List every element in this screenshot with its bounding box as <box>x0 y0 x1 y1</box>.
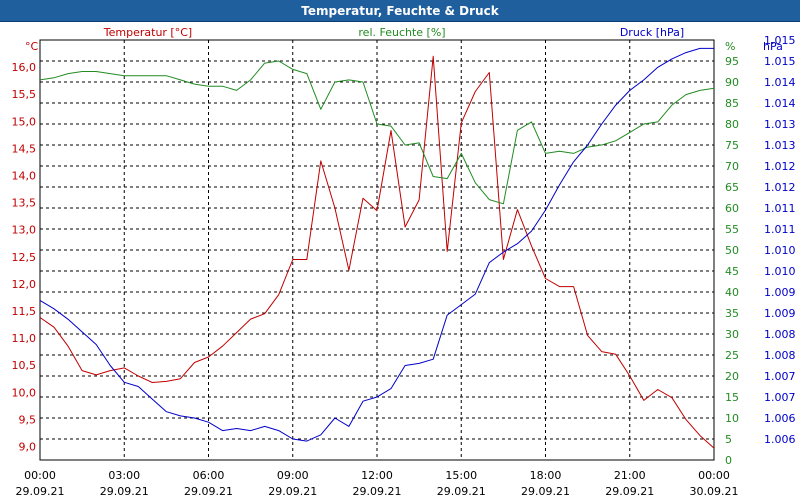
temperature-tick: 9,0 <box>19 440 37 453</box>
temperature-tick: 12,5 <box>12 251 37 264</box>
temperature-tick: 9,5 <box>19 413 37 426</box>
series-group <box>39 47 715 449</box>
pressure-tick: 1.015 <box>764 55 796 68</box>
x-tick-time: 03:00 <box>108 469 140 482</box>
x-tick-date: 29.09.21 <box>521 485 570 498</box>
temperature-unit: °C <box>25 40 39 53</box>
x-tick-time: 15:00 <box>445 469 477 482</box>
pressure-series-line <box>39 47 714 442</box>
x-tick-date: 29.09.21 <box>605 485 654 498</box>
x-tick-time: 09:00 <box>277 469 309 482</box>
pressure-tick: 1.012 <box>764 160 796 173</box>
humidity-tick: 55 <box>725 223 739 236</box>
pressure-tick: 1.009 <box>764 307 796 320</box>
pressure-tick: 1.011 <box>764 223 796 236</box>
pressure-tick: 1.007 <box>764 391 796 404</box>
temperature-tick: 15,0 <box>12 115 37 128</box>
x-tick-time: 00:00 <box>24 469 56 482</box>
temperature-tick: 10,0 <box>12 386 37 399</box>
temperature-tick: 14,0 <box>12 169 37 182</box>
humidity-tick: 80 <box>725 118 739 131</box>
x-tick-time: 18:00 <box>530 469 562 482</box>
x-tick-time: 21:00 <box>614 469 646 482</box>
tick-labels: 00:00 29.09.21 03:00 29.09.21 06:00 29.09.21 0… <box>12 34 796 498</box>
temperature-axis-label: Temperatur [°C] <box>103 26 192 39</box>
x-tick-date: 29.09.21 <box>100 485 149 498</box>
humidity-tick: 40 <box>725 286 739 299</box>
x-tick-date: 29.09.21 <box>16 485 65 498</box>
temperature-tick: 11,5 <box>12 305 37 318</box>
temperature-tick: 13,0 <box>12 224 37 237</box>
temperature-tick: 11,0 <box>12 332 37 345</box>
pressure-tick: 1.014 <box>764 76 796 89</box>
humidity-tick: 5 <box>725 433 732 446</box>
pressure-tick: 1.012 <box>764 181 796 194</box>
temperature-series-line <box>39 55 715 449</box>
humidity-tick: 30 <box>725 328 739 341</box>
humidity-tick: 20 <box>725 370 739 383</box>
x-tick-time: 00:00 <box>698 469 730 482</box>
x-tick-date: 29.09.21 <box>353 485 402 498</box>
humidity-tick: 50 <box>725 244 739 257</box>
window-title: Temperatur, Feuchte & Druck <box>301 4 499 18</box>
humidity-tick: 15 <box>725 391 739 404</box>
pressure-tick: 1.011 <box>764 202 796 215</box>
pressure-tick: 1.006 <box>764 433 796 446</box>
humidity-tick: 35 <box>725 307 739 320</box>
x-tick-date: 29.09.21 <box>437 485 486 498</box>
humidity-tick: 0 <box>725 454 732 467</box>
temperature-tick: 12,0 <box>12 278 37 291</box>
humidity-tick: 60 <box>725 202 739 215</box>
humidity-tick: 85 <box>725 97 739 110</box>
humidity-tick: 75 <box>725 139 739 152</box>
x-tick-time: 06:00 <box>193 469 225 482</box>
pressure-axis-label: Druck [hPa] <box>620 26 684 39</box>
pressure-tick: 1.013 <box>764 118 796 131</box>
x-tick-time: 12:00 <box>361 469 393 482</box>
temperature-tick: 15,5 <box>12 88 37 101</box>
pressure-tick: 1.015 <box>764 34 796 47</box>
humidity-tick: 65 <box>725 181 739 194</box>
pressure-tick: 1.013 <box>764 139 796 152</box>
humidity-tick: 90 <box>725 76 739 89</box>
pressure-tick: 1.009 <box>764 286 796 299</box>
pressure-tick: 1.010 <box>764 265 796 278</box>
humidity-tick: 25 <box>725 349 739 362</box>
humidity-tick: 70 <box>725 160 739 173</box>
pressure-tick: 1.008 <box>764 328 796 341</box>
window-titlebar[interactable]: Temperatur, Feuchte & Druck <box>0 0 800 22</box>
humidity-axis-label: rel. Feuchte [%] <box>358 26 445 39</box>
temperature-tick: 14,5 <box>12 142 37 155</box>
humidity-tick: 95 <box>725 55 739 68</box>
humidity-unit: % <box>725 40 735 53</box>
pressure-tick: 1.010 <box>764 244 796 257</box>
pressure-unit: hPa <box>763 40 783 53</box>
x-tick-date: 30.09.21 <box>690 485 739 498</box>
temperature-tick: 16,0 <box>12 61 37 74</box>
temperature-tick: 13,5 <box>12 197 37 210</box>
pressure-tick: 1.014 <box>764 97 796 110</box>
pressure-tick: 1.007 <box>764 370 796 383</box>
temperature-tick: 10,5 <box>12 359 37 372</box>
x-tick-date: 29.09.21 <box>184 485 233 498</box>
humidity-series-line <box>39 60 715 205</box>
humidity-tick: 45 <box>725 265 739 278</box>
pressure-tick: 1.006 <box>764 412 796 425</box>
x-tick-date: 29.09.21 <box>268 485 317 498</box>
pressure-tick: 1.008 <box>764 349 796 362</box>
humidity-tick: 10 <box>725 412 739 425</box>
